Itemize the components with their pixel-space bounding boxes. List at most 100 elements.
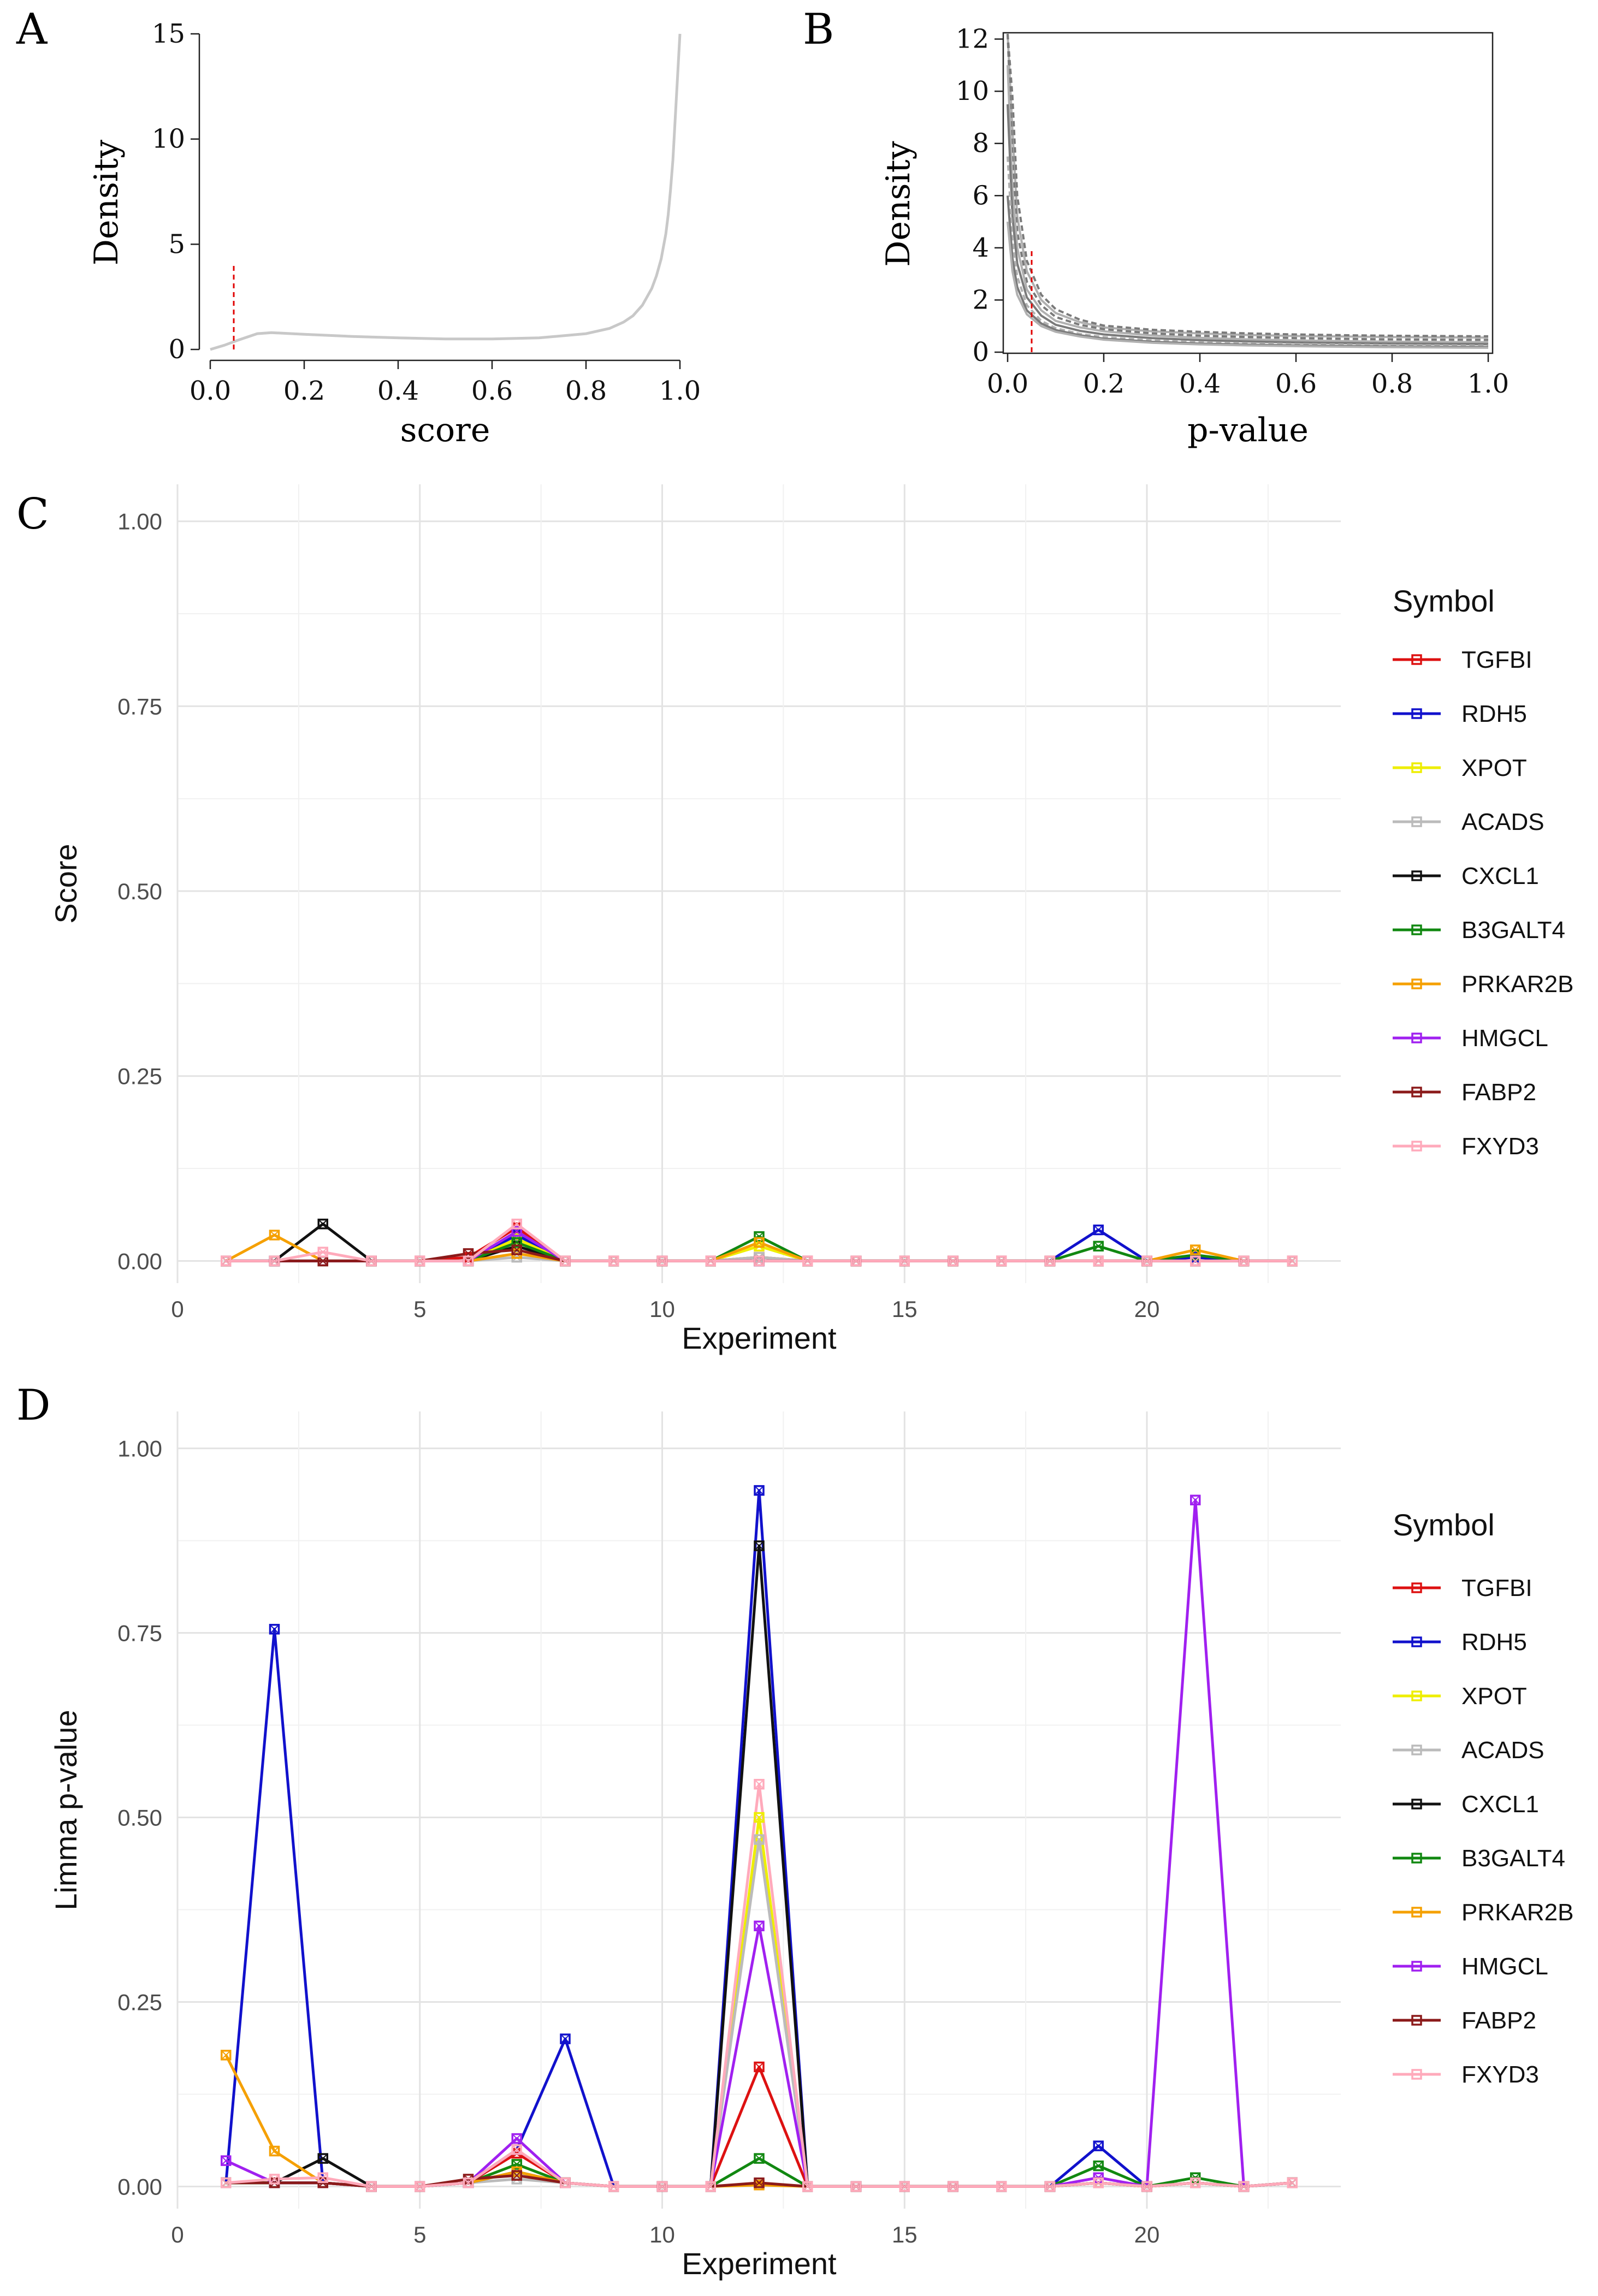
panel-d-point-prkar2b	[269, 2145, 280, 2157]
panel-d-point-fxyd3	[511, 2144, 522, 2155]
panel-c-y-tick-label: 0.50	[117, 879, 162, 904]
panel-c-point-cross-cxcl1	[319, 1220, 327, 1228]
panel-c-point-fxyd3	[1190, 1255, 1201, 1267]
panel-c-point-cross-fxyd3	[222, 1257, 230, 1265]
panel-d-point-cross-fxyd3	[755, 1780, 763, 1788]
panel-c-point-fxyd3	[850, 1255, 862, 1267]
panel-d-x-tick-label: 5	[413, 2222, 426, 2247]
panel-d-point-fxyd3	[269, 2174, 280, 2185]
panel-c-point-cross-fxyd3	[852, 1257, 860, 1265]
panel-d-y-axis-label: Limma p-value	[49, 1710, 83, 1910]
legend-marker-rdh5	[1411, 708, 1422, 719]
panel-c-point-fxyd3	[1044, 1255, 1056, 1267]
legend-label-fabp2: FABP2	[1461, 2007, 1536, 2034]
panel-b-x-tick-label: 0.2	[1083, 369, 1124, 399]
panel-b-density-line	[1007, 33, 1489, 339]
panel-d-point-fxyd3	[1287, 2177, 1298, 2188]
panel-b-density-line	[1007, 221, 1489, 349]
panel-c-y-tick-label: 0.75	[117, 693, 162, 719]
legend-marker-prkar2b	[1411, 978, 1422, 989]
panel-c-point-prkar2b	[754, 1237, 765, 1248]
panel-b-density-line	[1007, 156, 1489, 347]
panel-c-point-fxyd3	[899, 1255, 910, 1267]
panel-d-point-hmgcl	[1190, 1494, 1201, 1505]
panel-a-x-tick-label: 0.8	[565, 376, 607, 406]
panel-c-point-fxyd3	[269, 1255, 280, 1267]
legend-marker-hmgcl	[1411, 1033, 1422, 1043]
panel-d-point-acads	[754, 1834, 765, 1845]
panel-d-point-fxyd3	[415, 2181, 425, 2192]
panel-c-point-cross-fxyd3	[1143, 1257, 1151, 1265]
panel-b-x-tick-label: 0.8	[1371, 369, 1413, 399]
legend-marker-fabp2	[1411, 2015, 1422, 2026]
panel-c-x-tick-label: 10	[649, 1296, 675, 1322]
panel-d-point-cross-fxyd3	[513, 2146, 520, 2153]
panel-d-point-cross-fxyd3	[658, 2182, 666, 2191]
panel-d-point-cxcl1	[317, 2153, 328, 2164]
panel-d-point-cross-fxyd3	[707, 2182, 714, 2191]
panel-a-y-tick-label: 10	[152, 124, 185, 155]
panel-c-point-cross-fxyd3	[658, 1257, 666, 1265]
panel-a-x-tick-label: 0.4	[377, 376, 419, 406]
panel-d-point-rdh5	[269, 1624, 280, 1635]
panel-d-point-cross-hmgcl	[1192, 1496, 1199, 1504]
panel-c-point-fxyd3	[317, 1247, 328, 1257]
legend-label-hmgcl: HMGCL	[1461, 1953, 1548, 1980]
panel-d-point-xpot	[754, 1812, 765, 1823]
panel-d-point-cross-cxcl1	[755, 1542, 763, 1550]
panel-c-point-fxyd3	[415, 1255, 425, 1267]
legend-marker-b3galt4	[1411, 924, 1422, 935]
panel-d-point-fxyd3	[705, 2181, 716, 2192]
panel-d-point-cross-hmgcl	[513, 2134, 520, 2143]
panel-c-point-b3galt4	[511, 1237, 522, 1248]
panel-label-c: C	[16, 490, 49, 539]
panel-c-point-cross-fxyd3	[319, 1248, 327, 1256]
panel-b-x-tick-label: 1.0	[1467, 369, 1509, 399]
panel-c-point-fxyd3	[1238, 1255, 1250, 1267]
panel-c-y-tick-label: 0.25	[117, 1064, 162, 1089]
panel-c-x-axis-label: Experiment	[682, 1321, 837, 1355]
legend-label-hmgcl: HMGCL	[1461, 1025, 1548, 1052]
panel-d-point-cross-fxyd3	[1192, 2179, 1199, 2187]
panel-d-point-fxyd3	[899, 2181, 910, 2192]
panel-c-point-b3galt4	[754, 1231, 765, 1242]
panel-c-point-cross-fxyd3	[1192, 1257, 1199, 1265]
legend-label-tgfbi: TGFBI	[1461, 1575, 1532, 1601]
legend-label-acads: ACADS	[1461, 1737, 1544, 1764]
panel-b-y-tick-label: 6	[972, 180, 989, 211]
panel-d-point-cross-fxyd3	[368, 2182, 375, 2191]
panel-d-point-cross-fxyd3	[319, 2174, 327, 2181]
chart-panel-c: 0.00 0.25 0.50 0.75 1.00 0 5 10 15 20 Experiment…	[49, 484, 1573, 1355]
panel-c-point-cross-fxyd3	[416, 1257, 424, 1265]
panel-d-point-cross-fxyd3	[1046, 2182, 1054, 2191]
legend-label-fxyd3: FXYD3	[1461, 2061, 1539, 2088]
panel-b-x-axis-label: p-value	[1187, 411, 1309, 449]
panel-c-point-fxyd3	[608, 1255, 619, 1267]
legend-marker-hmgcl	[1411, 1961, 1422, 1972]
panel-d-legend: TGFBI RDH5 XPOT ACADS CXCL1 B3GALT4 PRKAR2B HMG…	[1393, 1575, 1573, 2088]
panel-b-y-tick-label: 0	[972, 337, 989, 367]
panel-a-x-tick-label: 0.0	[190, 376, 231, 406]
panel-a-y-axis-label: Density	[87, 140, 126, 265]
legend-marker-tgfbi	[1411, 1582, 1422, 1593]
panel-d-point-fxyd3	[221, 2177, 232, 2188]
chart-panel-a: 0 5 10 15 0.0 0.2 0.4 0.6 0.8 1.0 score Density	[87, 19, 701, 449]
panel-d-point-cross-fxyd3	[901, 2182, 908, 2191]
panel-c-point-prkar2b	[1190, 1244, 1201, 1255]
panel-b-x-tick-label: 0.6	[1275, 369, 1317, 399]
panel-d-point-cross-hmgcl	[222, 2157, 230, 2164]
panel-d-point-fabp2	[754, 2177, 765, 2188]
panel-b-density-line	[1007, 65, 1489, 343]
panel-d-point-cross-prkar2b	[222, 2051, 230, 2059]
panel-c-point-fxyd3	[1093, 1255, 1104, 1267]
panel-c-point-cross-fabp2	[319, 1257, 327, 1265]
panel-label-a: A	[16, 5, 48, 54]
legend-marker-rdh5	[1411, 1636, 1422, 1647]
legend-label-cxcl1: CXCL1	[1461, 1791, 1539, 1818]
panel-c-x-tick-label: 15	[892, 1296, 918, 1322]
panel-d-point-cross-hmgcl	[755, 1922, 763, 1930]
panel-b-y-tick-label: 4	[972, 233, 989, 263]
panel-d-point-fxyd3	[1093, 2177, 1104, 2188]
panel-c-point-cross-fxyd3	[998, 1257, 1005, 1265]
panel-c-x-tick-label: 0	[171, 1296, 184, 1322]
